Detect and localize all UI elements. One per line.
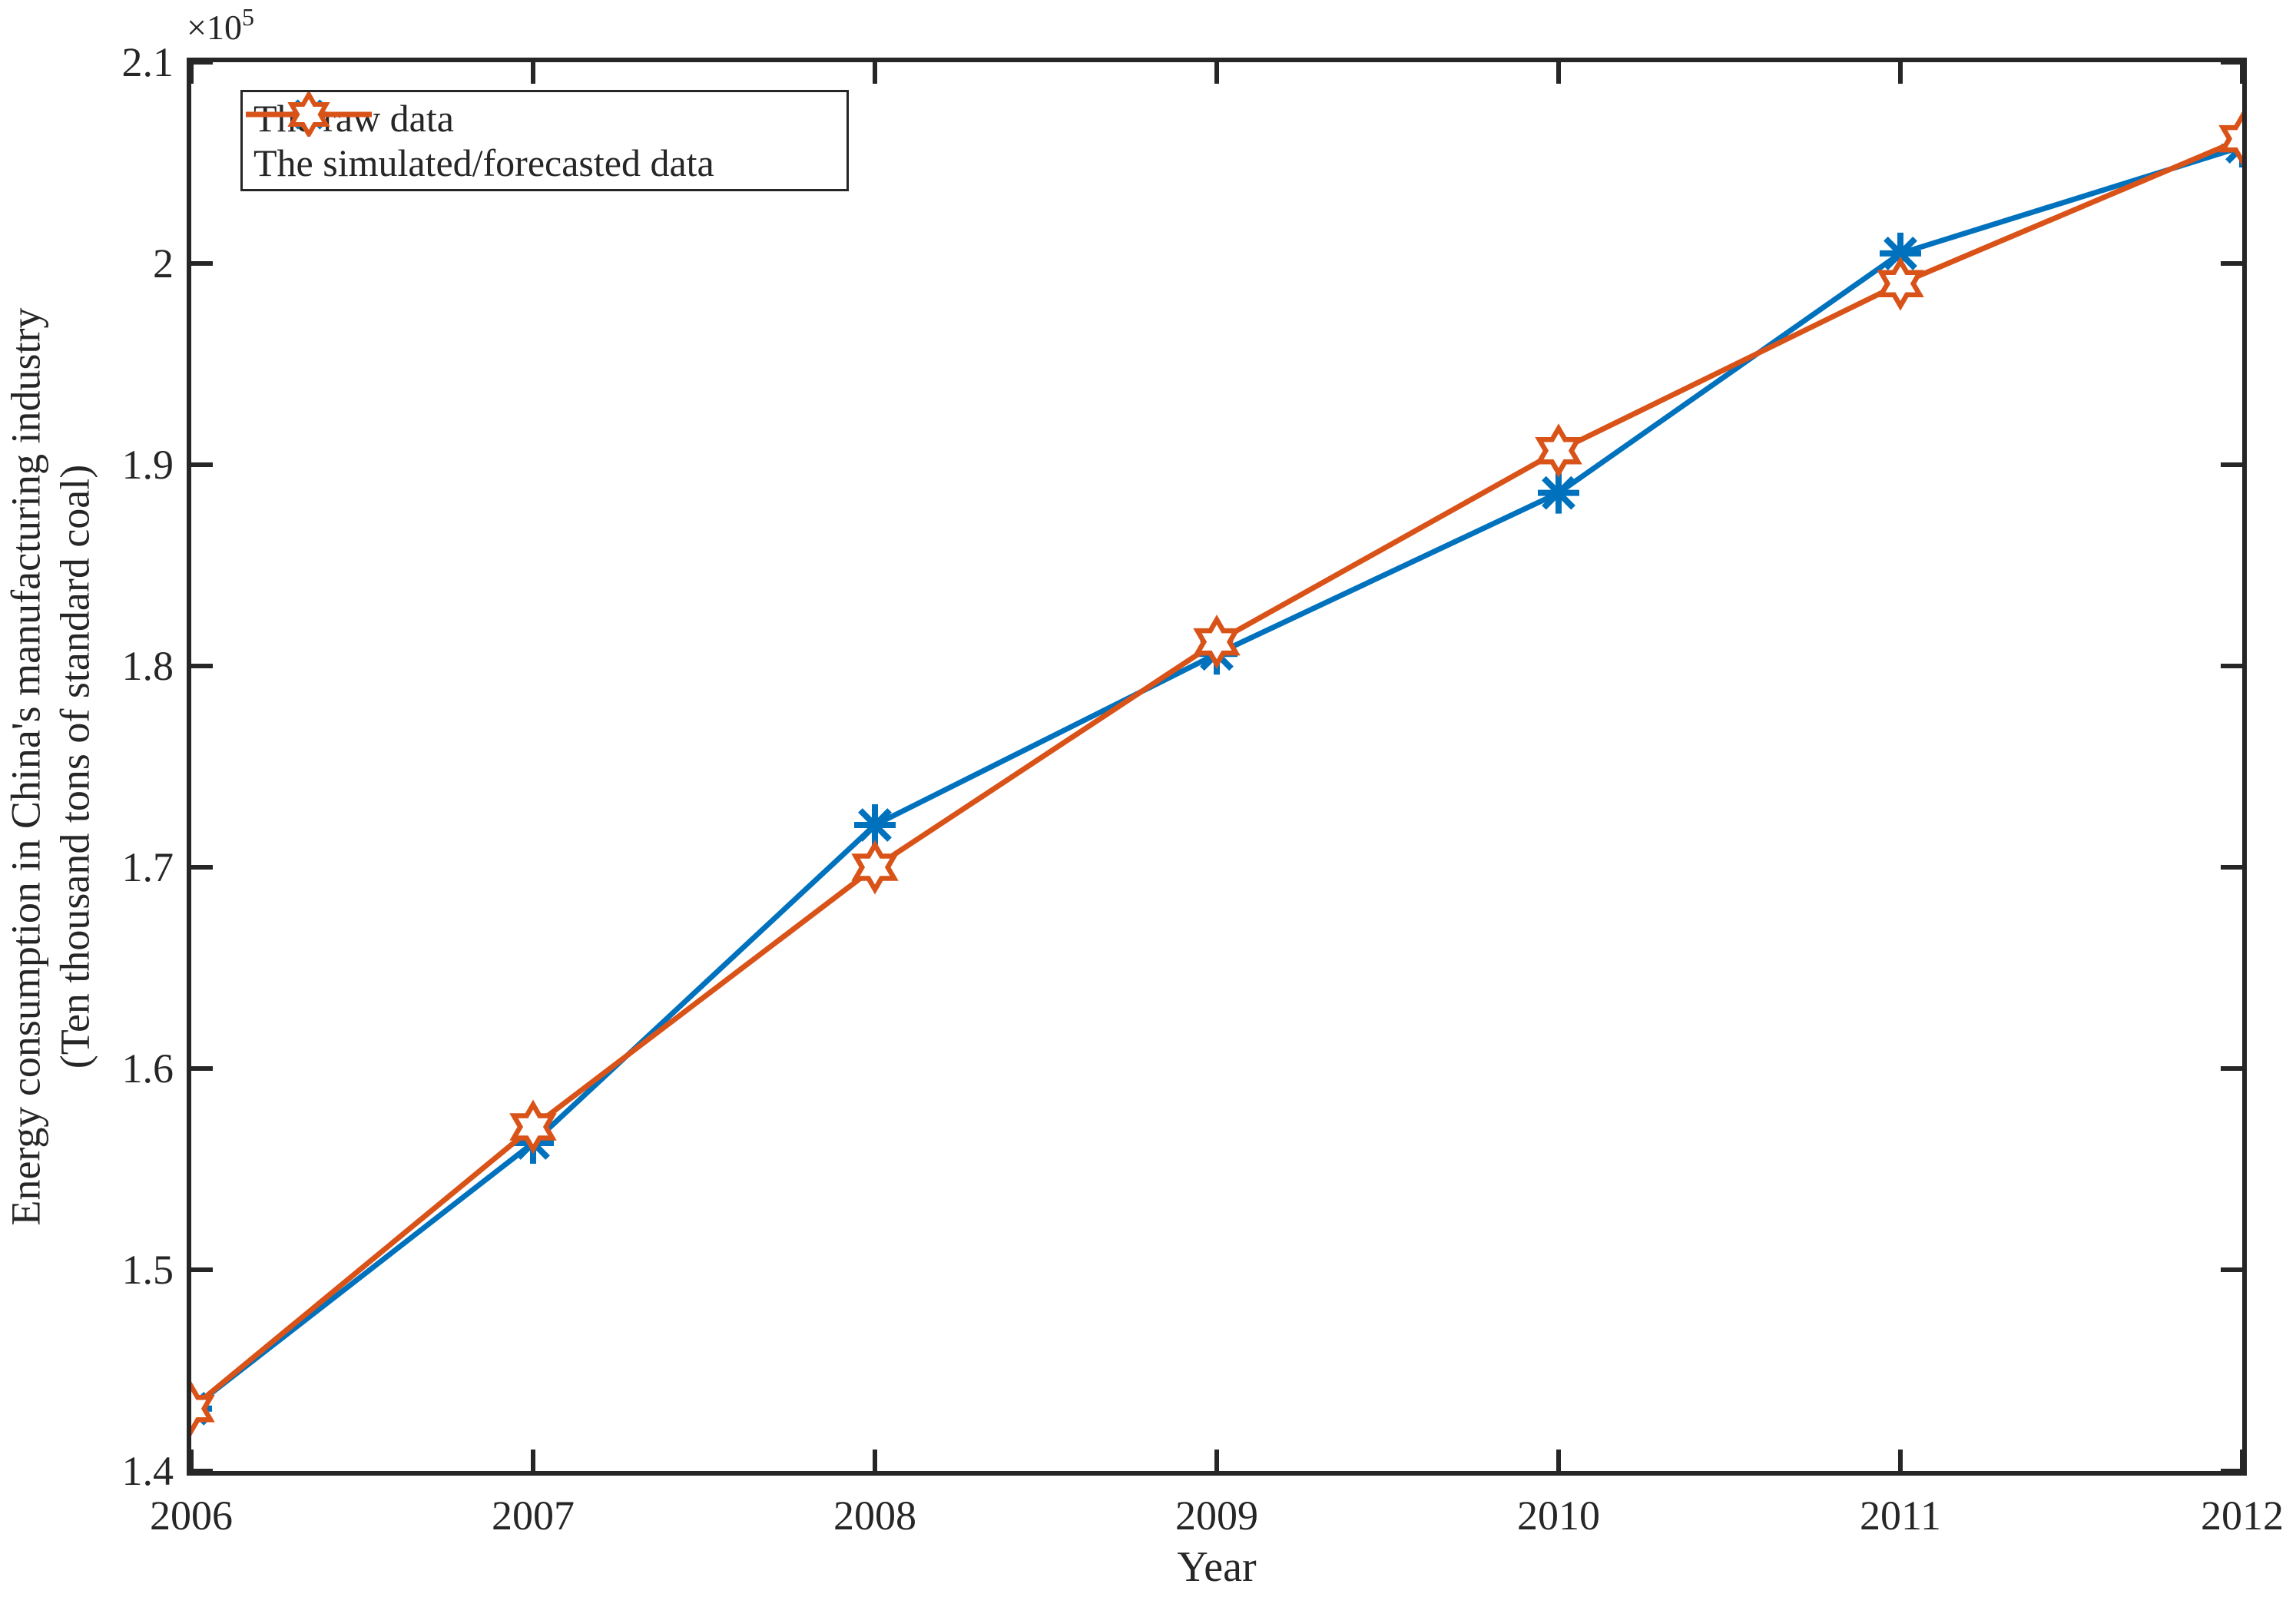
hexagram-marker-icon bbox=[246, 92, 372, 137]
plot-area: The raw data The simulated/forecasted da… bbox=[187, 58, 2247, 1476]
legend: The raw data The simulated/forecasted da… bbox=[240, 90, 849, 191]
y-tick-label: 1.5 bbox=[121, 1247, 174, 1293]
x-tick-label: 2006 bbox=[150, 1493, 233, 1539]
x-tick-label: 2007 bbox=[492, 1493, 575, 1539]
legend-label-simulated-data: The simulated/forecasted data bbox=[253, 141, 714, 185]
y-tick-label: 1.7 bbox=[121, 844, 174, 890]
x-tick-label: 2011 bbox=[1860, 1493, 1941, 1539]
x-tick-label: 2009 bbox=[1175, 1493, 1258, 1539]
y-tick-label: 1.9 bbox=[121, 442, 174, 488]
y-axis-exponent-power: 5 bbox=[241, 3, 254, 31]
plot-svg bbox=[191, 62, 2242, 1471]
legend-label-raw-data: The raw data bbox=[253, 96, 454, 140]
legend-item-simulated-data: The simulated/forecasted data bbox=[246, 92, 847, 185]
y-tick-label: 2 bbox=[153, 240, 174, 287]
y-tick-label: 1.6 bbox=[121, 1045, 174, 1092]
y-axis-exponent: ×105 bbox=[187, 3, 254, 48]
x-tick-label: 2008 bbox=[833, 1493, 916, 1539]
y-axis-exponent-base: ×10 bbox=[187, 8, 242, 47]
y-tick-label: 1.4 bbox=[121, 1448, 174, 1494]
y-tick-label: 2.1 bbox=[121, 39, 174, 85]
x-tick-label: 2012 bbox=[2201, 1493, 2284, 1539]
y-tick-label: 1.8 bbox=[121, 643, 174, 689]
x-axis-label: Year bbox=[1177, 1543, 1257, 1591]
x-tick-label: 2010 bbox=[1517, 1493, 1600, 1539]
